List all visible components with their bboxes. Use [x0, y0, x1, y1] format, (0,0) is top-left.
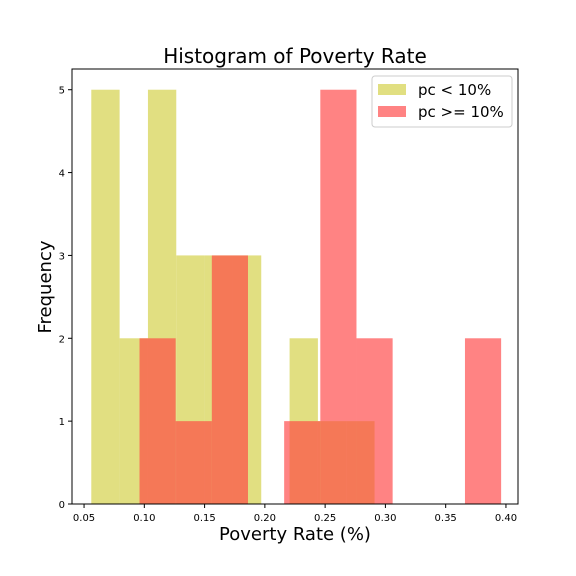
- x-tick-label: 0.30: [374, 513, 396, 524]
- histogram-bar-series1-bin0: [139, 338, 176, 504]
- x-tick-label: 0.35: [435, 513, 457, 524]
- y-axis-label: Frequency: [35, 240, 56, 333]
- y-tick-label: 2: [59, 334, 65, 345]
- legend-box: [371, 75, 513, 128]
- x-axis-label: Poverty Rate (%): [219, 524, 371, 545]
- legend-label-pc-lt-10: pc < 10%: [418, 81, 491, 99]
- histogram-bar-series1-bin1: [175, 421, 212, 504]
- x-tick-label: 0.20: [254, 513, 276, 524]
- histogram-bar-series1-bin4: [284, 421, 321, 504]
- x-tick-label: 0.40: [495, 513, 517, 524]
- legend-swatch-pc-lt-10: [378, 84, 406, 95]
- x-tick-label: 0.05: [73, 513, 95, 524]
- histogram-bar-series0-bin0: [91, 89, 120, 504]
- y-tick-label: 4: [59, 169, 65, 180]
- bars-layer: [91, 89, 502, 504]
- y-tick-label: 3: [59, 251, 65, 262]
- legend-label-pc-ge-10: pc >= 10%: [418, 103, 504, 121]
- chart-title: Histogram of Poverty Rate: [163, 44, 427, 68]
- x-tick-label: 0.10: [133, 513, 155, 524]
- histogram-bar-series1-bin9: [464, 338, 502, 504]
- y-tick-label: 0: [59, 500, 65, 511]
- histogram-bar-series1-bin5: [320, 89, 357, 504]
- y-tick-label: 1: [59, 417, 65, 428]
- histogram-bar-series1-bin2: [211, 255, 248, 504]
- plot-frame: [71, 68, 519, 505]
- legend-swatch-pc-ge-10: [378, 106, 406, 117]
- x-tick-label: 0.25: [314, 513, 336, 524]
- histogram-bar-series1-bin6: [356, 338, 393, 504]
- x-tick-label: 0.15: [193, 513, 215, 524]
- legend: pc < 10% pc >= 10%: [371, 75, 513, 128]
- ticks-layer: 0.05 0.10 0.15 0.20 0.25 0.30 0.35 0.40 0 1 2 3 4 5: [59, 86, 517, 524]
- y-tick-label: 5: [59, 86, 65, 97]
